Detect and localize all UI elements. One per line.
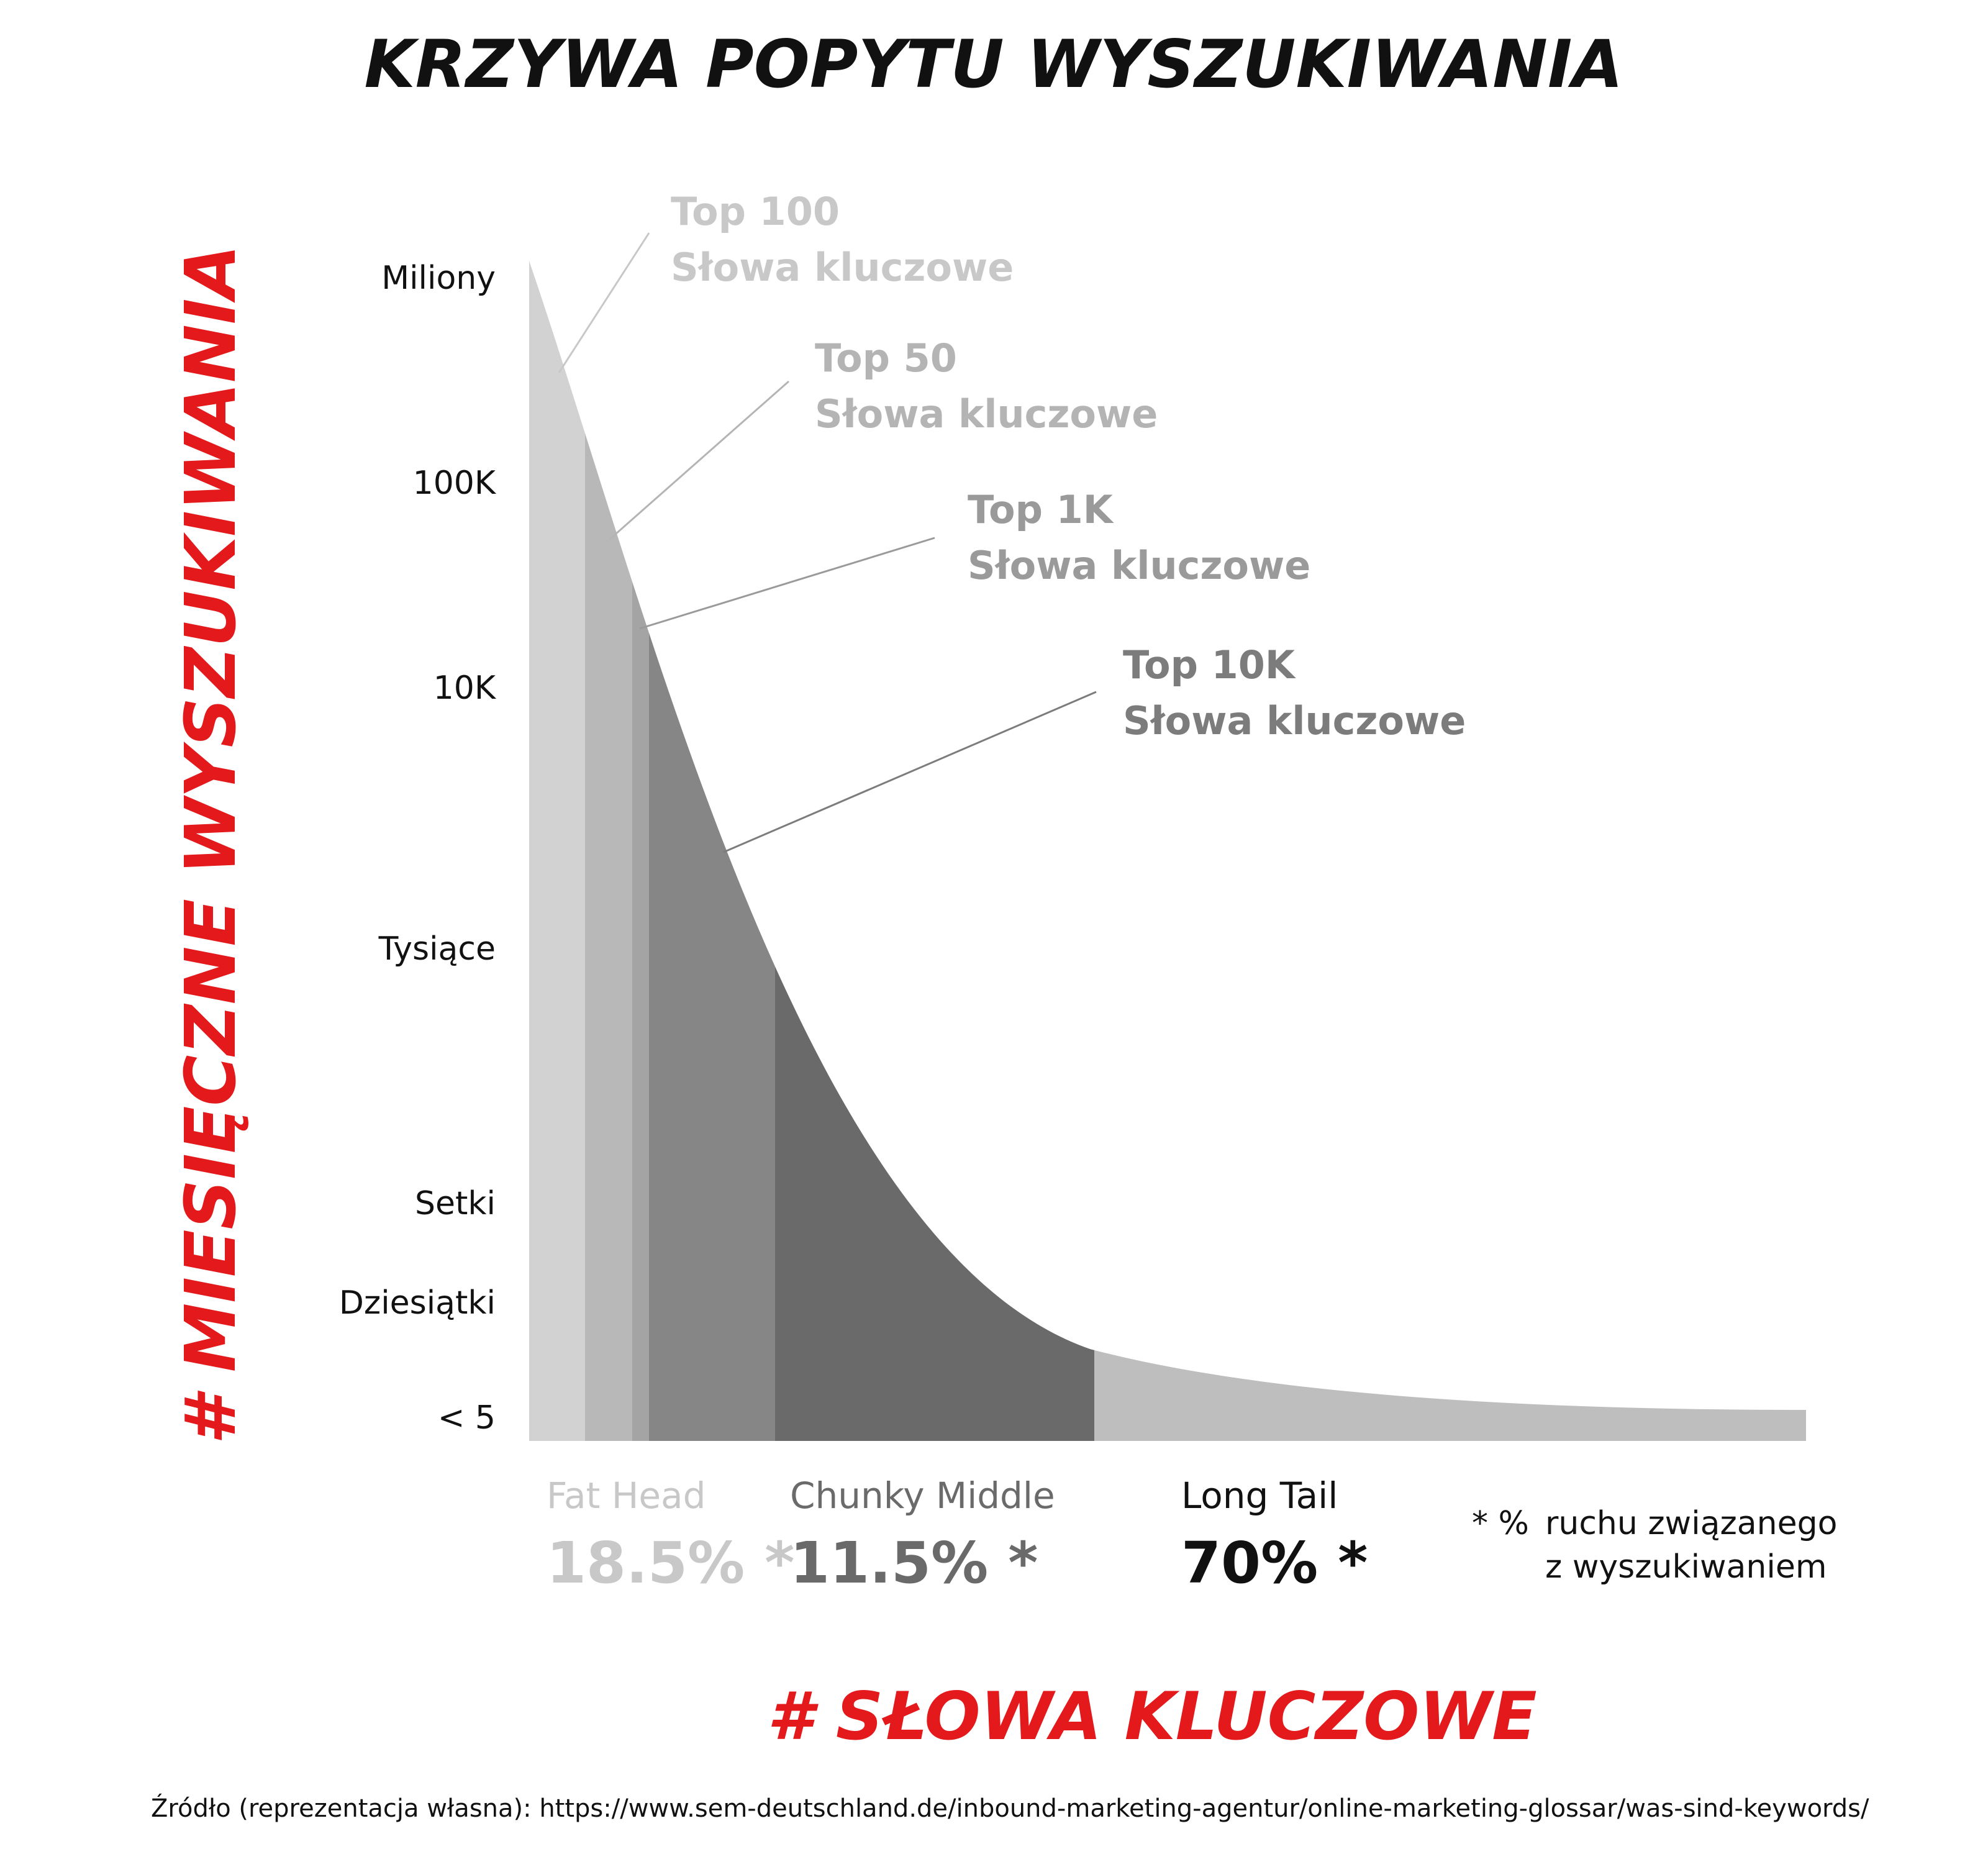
callout-leader-line [558,232,650,373]
area-band-6 [1094,261,1806,1441]
segment-percentage: 18.5% * [547,1530,794,1596]
x-axis-label: # SŁOWA KLUCZOWE [767,1678,1536,1755]
source-note: Źródło (reprezentacja własna): https://w… [151,1793,1869,1823]
y-tick-label: 10K [433,670,497,707]
footnote-line-2: z wyszukiwaniem [1545,1548,1827,1586]
callout-leader-line [639,537,935,630]
y-tick-label: Miliony [381,260,496,297]
footnote-marker: * % [1472,1505,1529,1542]
callout-title: Top 1K [968,487,1114,532]
y-tick-label: < 5 [438,1399,496,1437]
callout-title: Top 50 [815,335,957,381]
callout-title: Top 10K [1123,642,1296,688]
segment-name: Fat Head [547,1474,706,1517]
segment-name: Chunky Middle [790,1474,1055,1517]
chart-title: KRZYWA POPYTU WYSZUKIWANIA [365,26,1623,102]
area-band-1 [529,261,585,1441]
callout-subtitle: Słowa kluczowe [968,543,1310,588]
callout-subtitle: Słowa kluczowe [671,245,1014,290]
y-tick-label: Dziesiątki [339,1284,496,1322]
footnote-line-1: ruchu związanego [1545,1505,1837,1542]
area-band-2 [585,261,632,1441]
callout-title: Top 100 [671,189,840,234]
demand-areas [529,261,1806,1441]
y-tick-label: Setki [415,1185,496,1222]
y-axis-label: # MIESIĘCZNE WYSZUKIWANIA [171,245,252,1445]
callout-leader-line [723,691,1097,853]
footnote: * % ruchu związanego z wyszukiwaniem [1472,1505,1837,1586]
segment-percentage: 70% * [1181,1530,1368,1596]
y-tick-label: 100K [413,465,497,502]
y-tick-label: Tysiące [378,930,496,968]
area-band-3 [632,261,649,1441]
y-tick-labels: Miliony 100K 10K Tysiące Setki Dziesiątki < 5 [339,260,497,1437]
callout-subtitle: Słowa kluczowe [815,391,1158,437]
segment-percentage: 11.5% * [790,1530,1038,1596]
callout-subtitle: Słowa kluczowe [1123,698,1466,743]
callouts: Top 100 Słowa kluczowe Top 50 Słowa kluczow… [558,189,1466,853]
segment-labels: Fat Head 18.5% * Chunky Middle 11.5% * Long … [547,1474,1368,1596]
callout-leader-line [609,380,789,540]
segment-name: Long Tail [1181,1474,1338,1517]
